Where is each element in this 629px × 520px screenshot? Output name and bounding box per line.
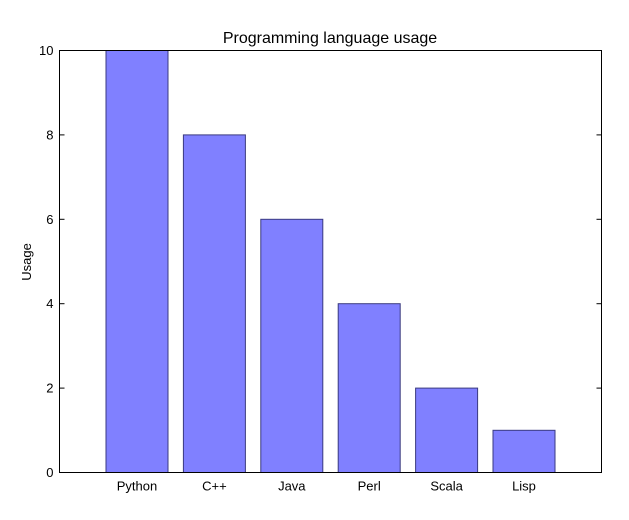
bar-python [105, 50, 169, 473]
x-tick-label: Perl [358, 479, 381, 494]
y-tick-label: 2 [46, 381, 53, 396]
y-tick-label: 4 [46, 296, 53, 311]
chart-title: Programming language usage [223, 30, 437, 47]
y-tick-label: 6 [46, 212, 53, 227]
plot-frame [59, 50, 602, 473]
bars-group [105, 50, 556, 474]
bar-java [260, 218, 324, 473]
x-tick-label: Scala [430, 479, 463, 494]
x-tick-label: Python [117, 479, 157, 494]
x-tick-label: Lisp [512, 479, 536, 494]
y-tick-label: 10 [39, 43, 53, 58]
bar-scala [415, 387, 479, 474]
bar-lisp [492, 429, 556, 473]
x-tick-label: Java [278, 479, 306, 494]
y-tick-label: 8 [46, 127, 53, 142]
bar-perl [337, 303, 401, 474]
y-axis-label: Usage [19, 243, 34, 281]
bar-cpp [182, 134, 246, 473]
x-tick-label: C++ [202, 479, 227, 494]
y-tick-label: 0 [46, 465, 53, 480]
